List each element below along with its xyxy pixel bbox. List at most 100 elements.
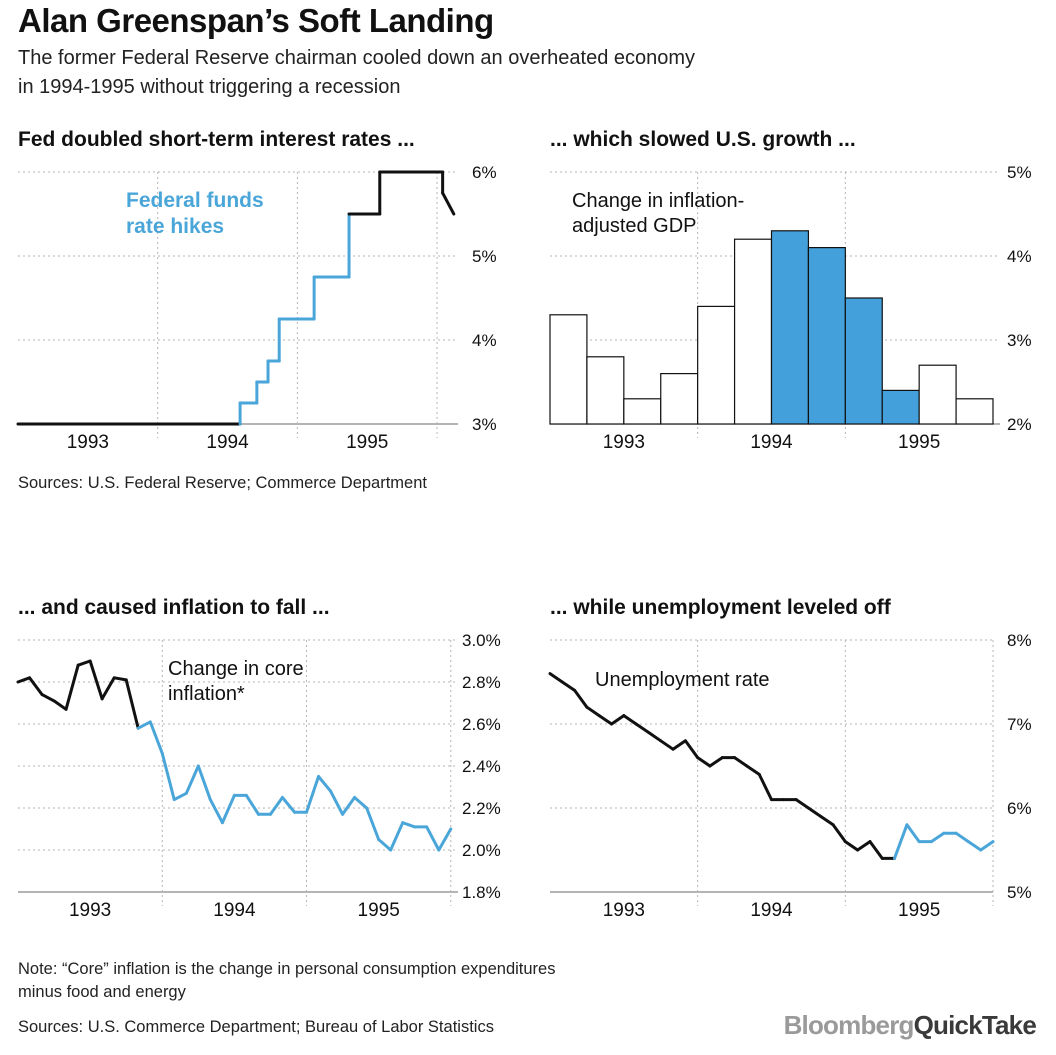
gdp-annotation-line-1: Change in inflation-	[572, 190, 744, 212]
unemployment-segment	[597, 714, 614, 726]
unemployment-segment	[843, 840, 860, 852]
core-inflation-segment	[64, 663, 80, 711]
core-inflation-x-tick-label: 1994	[213, 900, 256, 921]
core-inflation-segment	[389, 821, 405, 852]
unemployment-segment	[696, 756, 712, 768]
core-inflation-segment	[124, 678, 140, 730]
subtitle: The former Federal Reserve chairman cool…	[18, 44, 838, 102]
page-title: Alan Greenspan’s Soft Landing	[18, 2, 494, 39]
gdp-bar	[955, 398, 994, 425]
core-inflation-segment	[425, 825, 441, 852]
bloomberg-quicktake-logo: BloombergQuickTake	[783, 1010, 1037, 1041]
unemployment-segment	[757, 772, 773, 802]
fed-funds-y-tick-label: 5%	[472, 247, 497, 266]
unemployment-segment	[954, 831, 970, 844]
core-inflation-segment	[329, 789, 345, 816]
core-inflation-segment	[16, 676, 32, 684]
unemployment-x-tick-label: 1995	[898, 900, 940, 921]
unemployment-segment	[929, 831, 946, 844]
gdp-bar	[881, 389, 920, 425]
unemployment-y-tick-label: 6%	[1007, 799, 1032, 818]
unemployment-x-tick-label: 1993	[603, 900, 645, 921]
unemployment-segment	[610, 714, 626, 726]
logo-bloomberg: Bloomberg	[783, 1010, 915, 1040]
gdp-bar	[770, 230, 810, 425]
subtitle-line-1: The former Federal Reserve chairman cool…	[18, 47, 696, 69]
core-inflation-segment	[280, 796, 297, 814]
core-inflation-segment	[172, 791, 188, 802]
core-inflation-segment	[220, 793, 236, 825]
core-inflation-segment	[305, 775, 320, 814]
core-inflation-segment	[184, 764, 200, 795]
core-inflation-segment	[88, 659, 104, 701]
core-inflation-y-tick-label: 1.8%	[462, 883, 501, 902]
core-inflation-x-tick-label: 1993	[69, 900, 111, 921]
unemployment-segment	[831, 823, 847, 844]
core-inflation-segment	[268, 796, 284, 816]
gdp-bar	[733, 238, 773, 425]
core-inflation-y-tick-label: 3.0%	[462, 631, 501, 650]
core-inflation-segment	[341, 796, 357, 816]
unemployment-segment	[966, 840, 983, 852]
unemployment-chart-title: ... while unemployment leveled off	[550, 596, 891, 619]
core-inflation-segment	[112, 676, 128, 682]
unemployment-segment	[548, 672, 564, 684]
gdp-x-tick-label: 1994	[750, 432, 793, 453]
core-inflation-segment	[208, 798, 224, 825]
gdp-bar	[623, 398, 662, 425]
subtitle-line-2: in 1994-1995 without triggering a recess…	[18, 76, 401, 98]
unemployment-annotation: Unemployment rate	[595, 669, 770, 691]
core-inflation-segment	[148, 720, 164, 755]
fed-funds-x-tick-label: 1993	[67, 432, 109, 453]
core-inflation-segment	[136, 720, 152, 730]
unemployment-segment	[868, 840, 884, 860]
core-inflation-y-tick-label: 2.6%	[462, 715, 501, 734]
fed-funds-y-tick-label: 6%	[472, 163, 497, 182]
gdp-x-tick-label: 1993	[603, 432, 645, 453]
unemployment-segment	[585, 705, 601, 718]
sources-bottom: Sources: U.S. Commerce Department; Burea…	[18, 1018, 494, 1036]
core-inflation-segment	[377, 838, 393, 852]
unemployment-x-tick-label: 1994	[750, 900, 793, 921]
unemployment-segment	[573, 688, 589, 709]
core-inflation-y-tick-label: 2.0%	[462, 841, 501, 860]
gdp-y-tick-label: 3%	[1007, 331, 1032, 350]
unemployment-segment	[560, 680, 577, 692]
gdp-y-tick-label: 5%	[1007, 163, 1032, 182]
core-inflation-segment	[401, 821, 417, 829]
fed-funds-y-tick-label: 3%	[472, 415, 497, 434]
unemployment-segment	[893, 823, 909, 860]
unemployment-segment	[905, 823, 921, 844]
unemployment-segment	[745, 764, 761, 776]
fed-funds-y-tick-label: 4%	[472, 331, 497, 350]
unemployment-segment	[819, 814, 835, 827]
core-inflation-y-tick-label: 2.8%	[462, 673, 501, 692]
gdp-bar	[697, 305, 736, 425]
gdp-y-tick-label: 4%	[1007, 247, 1032, 266]
unemployment-y-tick-label: 8%	[1007, 631, 1032, 650]
gdp-bar	[918, 364, 957, 425]
unemployment-y-tick-label: 7%	[1007, 715, 1032, 734]
sources-top: Sources: U.S. Federal Reserve; Commerce …	[18, 474, 427, 492]
core-inflation-segment	[100, 676, 116, 701]
core-inflation-segment	[52, 699, 68, 711]
unemployment-segment	[671, 739, 687, 751]
unemployment-segment	[622, 714, 638, 726]
inflation-chart-title: ... and caused inflation to fall ...	[18, 596, 330, 619]
footnote: Note: “Core” inflation is the change in …	[18, 958, 555, 1004]
core-inflation-segment	[40, 693, 56, 703]
unemployment-y-tick-label: 5%	[1007, 883, 1032, 902]
gdp-bar	[660, 373, 699, 425]
gdp-chart-title: ... which slowed U.S. growth ...	[550, 128, 856, 151]
core-inflation-segment	[353, 796, 369, 810]
core-inflation-x-tick-label: 1995	[358, 900, 400, 921]
fed-funds-x-tick-label: 1994	[206, 432, 249, 453]
core-inflation-segment	[365, 806, 381, 841]
core-inflation-segment	[316, 775, 333, 793]
unemployment-segment	[659, 739, 675, 751]
unemployment-segment	[794, 798, 810, 810]
fed-funds-x-tick-label: 1995	[346, 432, 388, 453]
core-inflation-y-tick-label: 2.4%	[462, 757, 501, 776]
unemployment-segment	[708, 756, 724, 768]
